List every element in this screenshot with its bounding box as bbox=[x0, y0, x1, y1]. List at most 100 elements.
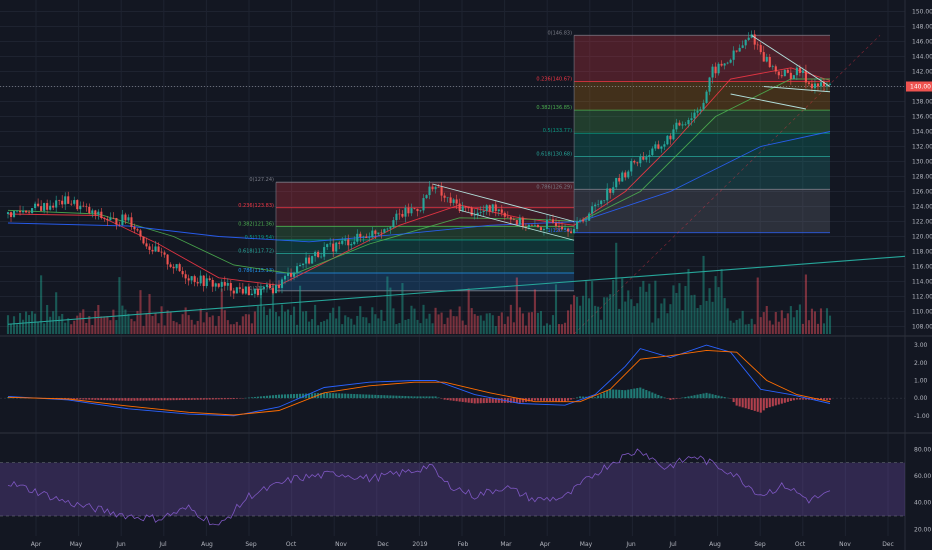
macd-histogram-bar bbox=[256, 396, 259, 399]
candle-body bbox=[470, 207, 473, 216]
volume-bar bbox=[317, 325, 320, 334]
candle-body bbox=[235, 287, 238, 294]
candle-body bbox=[392, 220, 395, 228]
macd-line bbox=[7, 344, 831, 417]
candle-body bbox=[573, 229, 576, 233]
volume-bar bbox=[714, 276, 717, 334]
volume-bar bbox=[801, 323, 804, 334]
volume-bar bbox=[106, 316, 109, 334]
volume-bar bbox=[591, 281, 594, 334]
time-axis[interactable]: Apr May Jun Jul Aug Sep Oct Nov Dec 2019 Feb Mar Apr… bbox=[31, 541, 894, 548]
volume-bar bbox=[606, 297, 609, 334]
volume-bar bbox=[73, 320, 76, 334]
volume-bar bbox=[636, 303, 639, 334]
macd-histogram-bar bbox=[765, 398, 768, 409]
macd-histogram-bar bbox=[76, 398, 79, 400]
volume-bar bbox=[217, 316, 220, 334]
candle-body bbox=[199, 275, 202, 284]
macd-histogram-bar bbox=[603, 392, 606, 399]
macd-histogram-bar bbox=[723, 397, 726, 399]
fibonacci-retracements[interactable]: 0(127.24) 0.236(123.83) 0.382(121.36) 0.5(1… bbox=[238, 30, 881, 335]
macd-histogram-bar bbox=[91, 398, 94, 400]
macd-histogram-bar bbox=[389, 395, 392, 399]
volume-bar bbox=[681, 310, 684, 334]
volume-bar bbox=[524, 325, 527, 334]
candle-body bbox=[398, 213, 401, 215]
macd-histogram-bar bbox=[570, 398, 573, 400]
volume-bar bbox=[332, 307, 335, 334]
candle-body bbox=[208, 278, 211, 280]
volume-bar bbox=[678, 283, 681, 334]
macd-histogram-bar bbox=[97, 398, 100, 400]
volume-bar bbox=[425, 318, 428, 334]
macd-histogram-bar bbox=[708, 393, 711, 399]
macd-histogram-bar bbox=[395, 395, 398, 399]
macd-histogram-bar bbox=[172, 398, 175, 401]
macd-histogram-bar bbox=[434, 396, 437, 399]
volume-bar bbox=[579, 305, 582, 334]
volume-bar bbox=[235, 321, 238, 334]
candle-body bbox=[404, 207, 407, 217]
volume-bar bbox=[410, 305, 413, 334]
macd-histogram-bar bbox=[594, 397, 597, 399]
macd-histogram-bar bbox=[193, 398, 196, 400]
volume-bar bbox=[280, 304, 284, 334]
candle-body bbox=[133, 226, 136, 230]
candle-body bbox=[326, 244, 329, 248]
price-tick-label: 126.00 bbox=[912, 189, 932, 196]
price-candles[interactable] bbox=[0, 30, 905, 300]
time-tick-label: Apr bbox=[31, 541, 42, 548]
volume-bar bbox=[79, 312, 82, 334]
macd-tick-label: 2.00 bbox=[914, 360, 928, 367]
volume-bar bbox=[422, 304, 425, 334]
candle-body bbox=[130, 217, 133, 227]
macd-histogram-bar bbox=[446, 398, 449, 401]
volume-bar bbox=[34, 313, 37, 334]
price-tick-label: 132.00 bbox=[912, 144, 932, 151]
volume-bar bbox=[151, 315, 154, 334]
volume-bar bbox=[536, 312, 539, 334]
volume-bar bbox=[699, 305, 702, 334]
macd-histogram-bar bbox=[383, 395, 386, 399]
macd-histogram-bar bbox=[326, 392, 329, 399]
volume-bar bbox=[344, 315, 347, 334]
candle-body bbox=[711, 66, 714, 78]
macd-histogram-bar bbox=[235, 398, 238, 399]
volume-bar bbox=[455, 316, 458, 334]
volume-bar bbox=[696, 308, 699, 334]
candle-body bbox=[58, 200, 61, 201]
rsi-tick-label: 20.00 bbox=[914, 526, 931, 533]
macd-histogram-bar bbox=[783, 398, 786, 403]
candle-body bbox=[368, 237, 371, 239]
macd-histogram-bar bbox=[591, 397, 594, 399]
macd-histogram-bar bbox=[208, 398, 211, 400]
volume-bar bbox=[470, 308, 473, 334]
candle-body bbox=[798, 67, 801, 73]
volume-bar bbox=[46, 304, 49, 334]
price-axis[interactable]: 108.00 110.00 112.00 114.00 116.00 118.00 120.… bbox=[906, 9, 932, 331]
trendline[interactable] bbox=[7, 255, 906, 325]
volume-bar bbox=[548, 324, 552, 334]
candle-body bbox=[681, 124, 684, 126]
candle-body bbox=[594, 204, 597, 207]
candle-body bbox=[362, 236, 365, 238]
volume-bar bbox=[741, 310, 744, 334]
macd-tick-label: 0.00 bbox=[914, 395, 928, 402]
volume-bar bbox=[187, 315, 190, 334]
macd-histogram-bar bbox=[274, 394, 278, 399]
candle-body bbox=[9, 212, 13, 217]
candle-body bbox=[262, 286, 265, 289]
volume-bar bbox=[341, 324, 344, 334]
rsi-panel[interactable]: 80.00 60.00 40.00 20.00 bbox=[0, 446, 931, 533]
volume-bar bbox=[666, 313, 669, 334]
macd-panel[interactable]: 3.00 2.00 1.00 0.00 -1.00 bbox=[0, 342, 930, 420]
candle-body bbox=[554, 222, 558, 226]
fib-level-label: 0.236(140.67) bbox=[536, 76, 572, 82]
candle-body bbox=[633, 160, 636, 163]
macd-histogram-bar bbox=[121, 398, 124, 401]
volume-bar bbox=[247, 314, 250, 334]
volume-bar bbox=[205, 312, 208, 334]
volume-bar bbox=[28, 315, 31, 334]
candle-body bbox=[265, 284, 268, 287]
